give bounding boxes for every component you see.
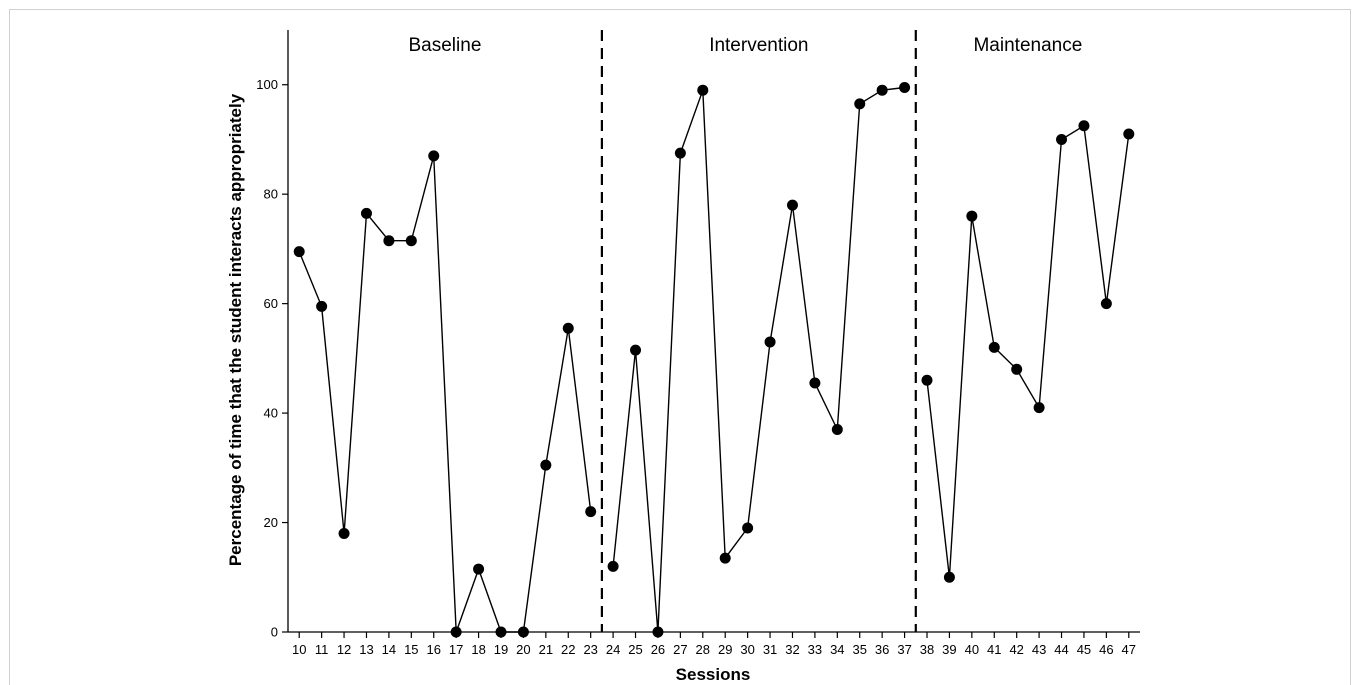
x-tick-label: 20 — [516, 642, 530, 657]
data-point — [652, 626, 664, 638]
x-tick-label: 14 — [382, 642, 396, 657]
x-tick-label: 33 — [808, 642, 822, 657]
data-point — [383, 235, 395, 247]
data-point — [988, 341, 1000, 353]
phase-label: Intervention — [709, 35, 808, 56]
y-axis-title: Percentage of time that the student inte… — [226, 93, 245, 566]
phase-change-lines — [600, 30, 917, 632]
x-tick-label: 31 — [763, 642, 777, 657]
x-tick-label: 43 — [1032, 642, 1046, 657]
y-tick-label: 40 — [264, 406, 278, 421]
x-tick-label: 22 — [561, 642, 575, 657]
data-point — [831, 424, 843, 436]
data-point — [854, 98, 866, 110]
x-tick-label: 45 — [1077, 642, 1091, 657]
x-tick-label: 32 — [785, 642, 799, 657]
data-point — [697, 84, 709, 96]
data-point — [473, 563, 485, 575]
series-line — [298, 155, 592, 633]
data-point — [360, 207, 372, 219]
data-point — [876, 84, 888, 96]
phase-label: Maintenance — [973, 35, 1082, 56]
data-point — [742, 522, 754, 534]
x-tick-label: 21 — [539, 642, 553, 657]
data-point — [428, 150, 440, 162]
y-tick-label: 100 — [256, 77, 278, 92]
data-point — [607, 560, 619, 572]
tick-labels: 0 20 40 60 80 100 10 11 12 13 14 15 16 17 18 19 20 21 22 23… — [256, 77, 1136, 657]
x-tick-label: 39 — [942, 642, 956, 657]
data-point — [1056, 133, 1068, 145]
data-point — [540, 459, 552, 471]
data-point — [517, 626, 529, 638]
x-tick-label: 30 — [740, 642, 754, 657]
x-tick-label: 18 — [471, 642, 485, 657]
x-tick-label: 16 — [427, 642, 441, 657]
data-point — [943, 571, 955, 583]
phase-label: Baseline — [409, 35, 482, 56]
y-tick-label: 20 — [264, 515, 278, 530]
data-point — [1123, 128, 1135, 140]
data-point — [809, 377, 821, 389]
data-point — [1011, 363, 1023, 375]
x-tick-label: 28 — [696, 642, 710, 657]
x-tick-label: 26 — [651, 642, 665, 657]
data-point — [764, 336, 776, 348]
figure-frame — [9, 9, 1351, 685]
x-tick-label: 40 — [965, 642, 979, 657]
x-tick-label: 13 — [359, 642, 373, 657]
data-point — [405, 235, 417, 247]
data-point — [1078, 120, 1090, 132]
x-tick-label: 44 — [1054, 642, 1068, 657]
x-tick-label: 47 — [1122, 642, 1136, 657]
x-tick-label: 19 — [494, 642, 508, 657]
x-tick-label: 42 — [1009, 642, 1023, 657]
x-axis-title: Sessions — [676, 665, 751, 684]
x-tick-label: 25 — [628, 642, 642, 657]
data-point — [674, 147, 686, 159]
x-tick-label: 15 — [404, 642, 418, 657]
x-tick-label: 27 — [673, 642, 687, 657]
phase-labels: Baseline Intervention Maintenance — [409, 35, 1083, 56]
data-point — [450, 626, 462, 638]
data-point — [1033, 402, 1045, 414]
y-tick-label: 80 — [264, 187, 278, 202]
data-point — [562, 322, 574, 334]
data-series — [293, 81, 1135, 638]
series-line — [612, 86, 905, 633]
data-point — [495, 626, 507, 638]
x-tick-label: 11 — [315, 642, 329, 657]
x-tick-label: 35 — [853, 642, 867, 657]
data-point — [338, 527, 350, 539]
x-tick-label: 29 — [718, 642, 732, 657]
x-tick-label: 34 — [830, 642, 844, 657]
data-point — [1100, 298, 1112, 310]
data-point — [585, 506, 597, 518]
data-point — [786, 199, 798, 211]
data-point — [899, 81, 911, 93]
data-point — [630, 344, 642, 356]
data-point — [921, 374, 933, 386]
x-tick-label: 41 — [987, 642, 1001, 657]
x-tick-label: 12 — [337, 642, 351, 657]
x-tick-label: 38 — [920, 642, 934, 657]
y-tick-label: 60 — [264, 296, 278, 311]
x-tick-label: 24 — [606, 642, 620, 657]
data-point — [316, 300, 328, 312]
x-tick-label: 46 — [1099, 642, 1113, 657]
series-line — [926, 124, 1130, 578]
data-point — [293, 246, 305, 258]
x-tick-label: 37 — [897, 642, 911, 657]
x-tick-label: 10 — [292, 642, 306, 657]
data-point — [719, 552, 731, 564]
x-tick-label: 17 — [449, 642, 463, 657]
x-tick-label: 23 — [583, 642, 597, 657]
axes — [282, 30, 1140, 638]
x-tick-label: 36 — [875, 642, 889, 657]
data-point — [966, 210, 978, 222]
y-tick-label: 0 — [271, 625, 278, 640]
